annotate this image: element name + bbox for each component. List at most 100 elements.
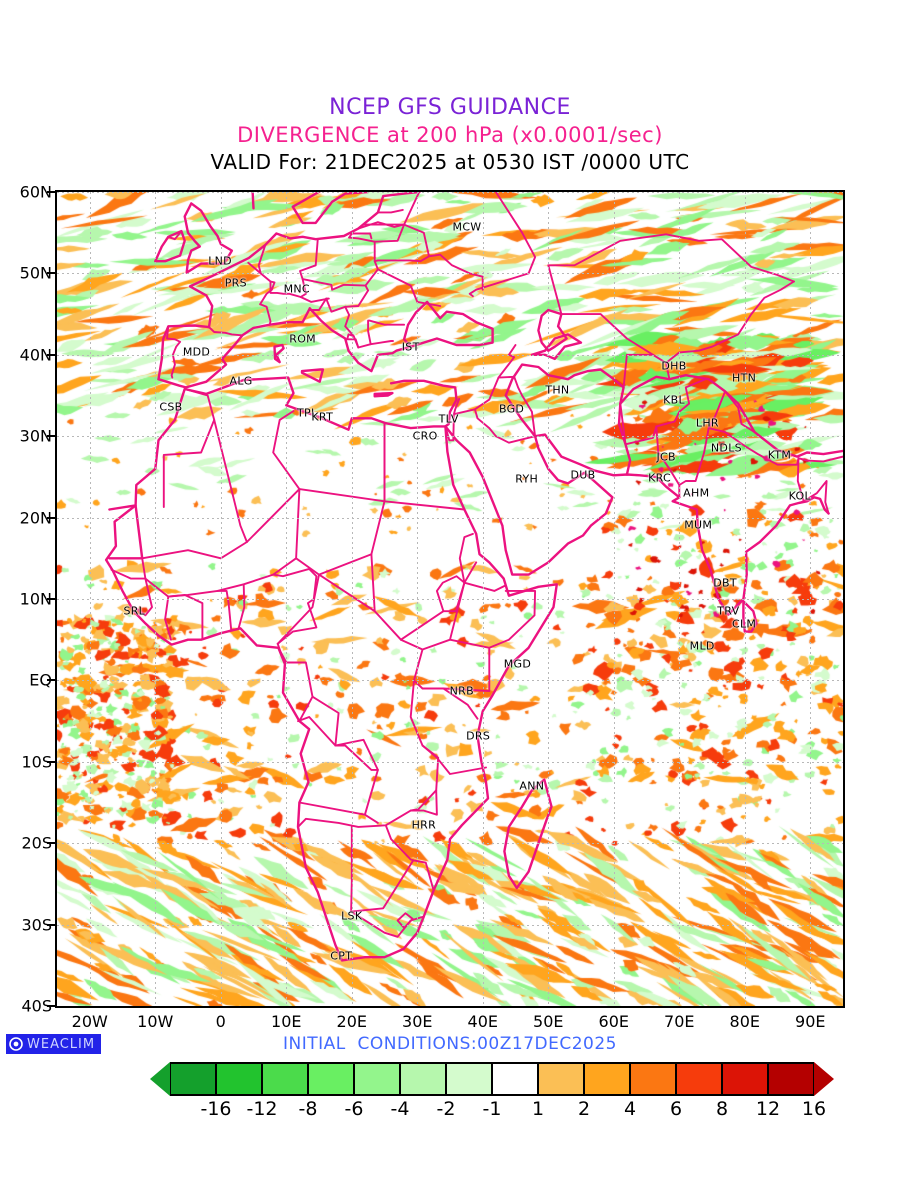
map-path xyxy=(619,402,627,446)
map-path xyxy=(308,300,494,373)
city-label-dub: DUB xyxy=(570,468,596,482)
city-label-kbl: KBL xyxy=(663,393,685,407)
map-path xyxy=(403,223,484,291)
x-axis-tick-label: 70E xyxy=(664,1012,695,1031)
city-label-trv: TRV xyxy=(717,604,740,618)
map-path xyxy=(247,261,262,275)
colorbar-tick: 12 xyxy=(755,1098,781,1120)
map-path xyxy=(665,280,795,381)
y-axis-tick-mark xyxy=(47,598,55,600)
map-path xyxy=(442,687,479,720)
map-path xyxy=(444,397,461,442)
colorbar-segment xyxy=(492,1062,538,1096)
colorbar-segment xyxy=(538,1062,584,1096)
y-axis-tick-label: 20N xyxy=(19,508,52,528)
city-label-ndls: NDLS xyxy=(710,441,742,455)
y-axis-tick-mark xyxy=(47,435,55,438)
y-axis-tick-mark xyxy=(47,760,55,763)
colorbar[interactable]: -16 -12 -8 -6 -4 -2 -1 1 2 4 6 8 12 16 xyxy=(0,1062,900,1122)
map-path xyxy=(370,553,478,651)
map-path xyxy=(167,230,183,241)
colorbar-segment xyxy=(170,1062,216,1096)
map-path xyxy=(488,589,537,649)
y-axis-tick-mark xyxy=(47,842,55,845)
colorbar-tick: -12 xyxy=(246,1098,278,1120)
map-path xyxy=(383,500,466,511)
colorbar-tick: 1 xyxy=(531,1098,545,1120)
map-path xyxy=(497,344,517,379)
map-path xyxy=(373,255,430,263)
city-label-srl: SRL xyxy=(123,604,146,618)
map-path xyxy=(458,532,474,584)
city-label-drs: DRS xyxy=(466,729,491,743)
map-path xyxy=(346,333,360,349)
y-axis-tick-label: 60N xyxy=(19,182,52,202)
x-axis-tick-label: 40E xyxy=(467,1012,498,1031)
colorbar-tick: -8 xyxy=(298,1098,318,1120)
gridline-horizontal xyxy=(57,680,843,682)
map-path xyxy=(311,695,340,747)
colorbar-segment xyxy=(216,1062,262,1096)
colorbar-tick: -6 xyxy=(344,1098,364,1120)
colorbar-tick: -2 xyxy=(436,1098,456,1120)
title-valid-time: VALID For: 21DEC2025 at 0530 IST /0000 U… xyxy=(210,150,690,174)
city-label-jcb: JCB xyxy=(656,450,676,464)
city-label-dhb: DHB xyxy=(661,359,687,373)
map-path xyxy=(350,910,425,938)
map-path xyxy=(802,480,830,515)
map-path xyxy=(167,593,204,640)
map-path xyxy=(273,343,285,364)
map-path xyxy=(463,581,506,592)
colorbar-segment xyxy=(262,1062,308,1096)
x-axis-tick-label: 20E xyxy=(336,1012,367,1031)
map-path xyxy=(547,233,795,316)
colorbar-over-arrow xyxy=(814,1062,834,1096)
map-path xyxy=(537,308,568,352)
map-path xyxy=(619,374,843,458)
map-path xyxy=(350,825,415,913)
city-label-hrr: HRR xyxy=(411,818,437,832)
title-main: NCEP GFS GUIDANCE xyxy=(329,95,571,120)
city-label-ist: IST xyxy=(401,340,420,354)
city-label-lnd: LND xyxy=(208,254,232,268)
map-canvas: MCW LND PRS MNC ROM IST MDD ALG CSB TPL KRT TLV CRO B… xyxy=(57,192,843,1006)
city-label-nrb: NRB xyxy=(449,684,474,698)
map-path xyxy=(473,375,537,438)
x-axis-tick-label: 90E xyxy=(795,1012,826,1031)
y-axis-tick-label: 10S xyxy=(21,752,52,772)
city-label-mcw: MCW xyxy=(452,220,482,234)
map-path xyxy=(384,824,435,892)
map-path xyxy=(298,422,386,503)
gridline-horizontal xyxy=(57,843,843,845)
city-label-ktm: KTM xyxy=(767,448,792,462)
map-path xyxy=(276,573,320,645)
map-path xyxy=(300,368,325,383)
map-path xyxy=(468,192,537,298)
map-path xyxy=(291,192,370,225)
circle-logo-icon xyxy=(9,1037,23,1051)
x-axis-tick-label: 60E xyxy=(598,1012,629,1031)
map-path xyxy=(157,192,421,381)
title-subtitle: DIVERGENCE at 200 hPa (x0.0001/sec) xyxy=(237,123,663,147)
x-axis-tick-label: 30E xyxy=(402,1012,433,1031)
y-axis-tick-mark xyxy=(47,353,55,356)
map-path xyxy=(166,325,182,379)
colorbar-tick: -4 xyxy=(390,1098,410,1120)
y-axis-tick-mark xyxy=(47,923,55,926)
map-path xyxy=(396,912,414,929)
city-label-cro: CRO xyxy=(412,429,438,443)
colorbar-segment xyxy=(400,1062,446,1096)
weaclim-logo[interactable]: WEACLIM xyxy=(6,1034,102,1054)
city-label-csb: CSB xyxy=(159,400,183,414)
colorbar-segment xyxy=(308,1062,354,1096)
city-label-prs: PRS xyxy=(224,276,247,290)
city-label-mdd: MDD xyxy=(182,345,211,359)
city-label-bgd: BGD xyxy=(498,402,525,416)
x-axis-tick-label: 50E xyxy=(533,1012,564,1031)
city-label-mnc: MNC xyxy=(283,282,310,296)
map-path xyxy=(277,646,314,723)
map-path xyxy=(208,326,243,337)
map-path xyxy=(104,376,558,962)
colorbar-segment xyxy=(722,1062,768,1096)
map-plot-area[interactable]: MCW LND PRS MNC ROM IST MDD ALG CSB TPL KRT TLV CRO B… xyxy=(55,190,845,1008)
